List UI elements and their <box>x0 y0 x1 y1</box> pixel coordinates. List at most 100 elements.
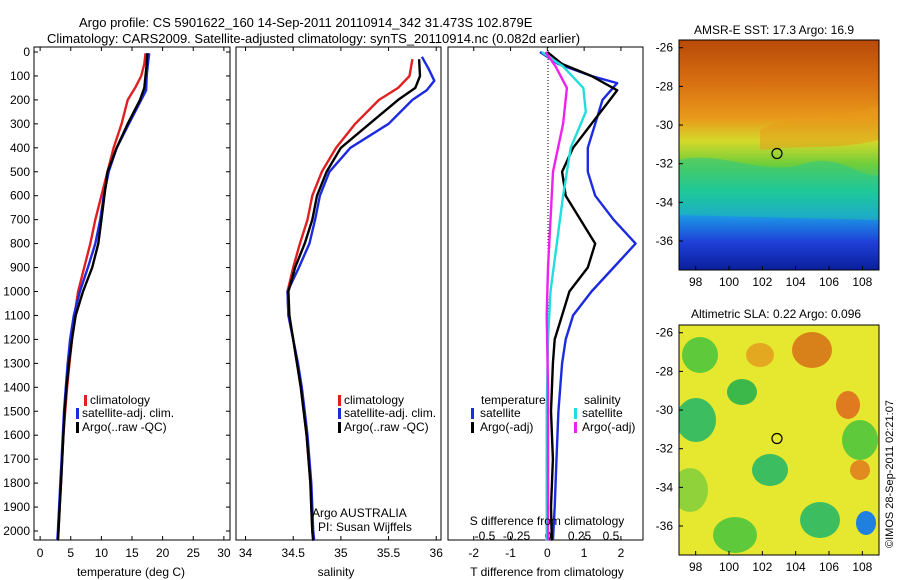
eddy-low <box>836 391 860 419</box>
difference-xlabel: T difference from climatology <box>470 565 624 579</box>
legend-swatch-satellite <box>338 408 341 419</box>
eddy-strong-high <box>856 511 876 535</box>
depth-tick-label: 200 <box>10 93 30 107</box>
lon-tick-label: 108 <box>852 560 872 574</box>
depth-tick-label: 0 <box>23 45 30 59</box>
s-diff-tick-label: -0.25 <box>503 529 531 543</box>
x-tick-label: 15 <box>125 546 139 560</box>
legend-swatch-climatology <box>84 395 87 406</box>
lon-tick-label: 102 <box>752 275 772 289</box>
lon-tick-label: 100 <box>719 275 739 289</box>
x-tick-label: 25 <box>187 546 201 560</box>
lat-tick-label: -32 <box>656 157 674 171</box>
depth-tick-label: 2000 <box>3 524 30 538</box>
eddy-high <box>842 420 878 460</box>
series-argo-raw-qc <box>56 53 149 541</box>
legend-swatch-climatology <box>338 395 341 406</box>
lon-tick-label: 98 <box>689 560 703 574</box>
legend-swatch-satellite <box>76 408 79 419</box>
header-line-2: Climatology: CARS2009. Satellite-adjuste… <box>47 31 580 46</box>
lon-tick-label: 98 <box>689 275 703 289</box>
salinity-legend: climatology satellite-adj. clim. Argo(..… <box>338 393 436 434</box>
lat-tick-label: -26 <box>656 326 674 340</box>
imos-credit: ©IMOS 28-Sep-2011 02:21:07 <box>884 400 896 548</box>
x-tick-label: 34.5 <box>282 546 306 560</box>
depth-tick-label: 1800 <box>3 476 30 490</box>
legend-satellite: satellite-adj. clim. <box>82 406 174 420</box>
depth-tick-label: 500 <box>10 165 30 179</box>
x-tick-label: 0 <box>544 546 551 560</box>
salinity-axis: 34 34.5 35 35.5 36 <box>239 47 443 560</box>
argo-program: Argo AUSTRALIA <box>312 506 407 520</box>
header-line-1: Argo profile: CS 5901622_160 14-Sep-2011… <box>79 15 533 30</box>
x-tick-label: 35.5 <box>377 546 401 560</box>
sla-map-axes: 98 100 102 104 106 108 -26 -28 -30 -32 -34 -36 <box>656 326 873 574</box>
lat-tick-label: -34 <box>656 480 674 494</box>
lat-tick-label: -30 <box>656 118 674 132</box>
temperature-legend: climatology satellite-adj. clim. Argo(..… <box>76 393 174 434</box>
series-argo-adj <box>544 51 569 541</box>
eddy-high <box>679 468 708 512</box>
eddy-high <box>727 379 757 405</box>
lon-tick-label: 106 <box>819 560 839 574</box>
lat-tick-label: -28 <box>656 364 674 378</box>
sst-map-axes: 98 100 102 104 106 108 -26 -28 -30 -32 -34 -36 <box>656 41 873 289</box>
depth-tick-label: 600 <box>10 189 30 203</box>
legend-satellite: satellite-adj. clim. <box>344 406 436 420</box>
difference-legend: temperature salinity satellite Argo(-adj… <box>471 393 635 434</box>
temperature-series <box>56 53 151 541</box>
eddy-high <box>682 337 718 373</box>
x-tick-label: 35 <box>334 546 348 560</box>
legend-swatch-t-argo <box>471 422 474 433</box>
lat-tick-label: -32 <box>656 442 674 456</box>
legend-t-satellite: satellite <box>480 406 521 420</box>
x-tick-label: 0 <box>37 546 44 560</box>
sst-warm-tongue <box>760 105 879 150</box>
depth-tick-label: 1200 <box>3 332 30 346</box>
s-diff-tick-label: -0.5 <box>475 529 496 543</box>
argo-location-marker <box>771 147 783 160</box>
depth-tick-label: 300 <box>10 117 30 131</box>
legend-climatology: climatology <box>344 393 404 407</box>
series-argo-raw-qc <box>287 59 422 541</box>
series-argo-adj <box>546 51 619 541</box>
difference-series <box>539 50 637 541</box>
x-tick-label: 1 <box>581 546 588 560</box>
sla-eddies <box>679 332 878 553</box>
lat-tick-label: -36 <box>656 234 674 248</box>
x-tick-label: 36 <box>430 546 444 560</box>
sst-map-frame <box>678 39 880 271</box>
lon-tick-label: 104 <box>786 560 806 574</box>
argo-location-marker <box>771 432 783 445</box>
legend-swatch-t-satellite <box>471 408 474 419</box>
eddy-high <box>679 398 716 442</box>
legend-swatch-s-argo <box>574 422 577 433</box>
lat-tick-label: -36 <box>656 519 674 533</box>
depth-tick-label: 700 <box>10 213 30 227</box>
depth-tick-label: 1100 <box>4 308 30 322</box>
legend-argo: Argo(..raw -QC) <box>344 420 429 434</box>
legend-swatch-argo <box>76 422 79 433</box>
salinity-series <box>286 56 436 541</box>
eddy-high <box>752 454 788 486</box>
lat-tick-label: -34 <box>656 195 674 209</box>
sst-map-title: AMSR-E SST: 17.3 Argo: 16.9 <box>694 23 854 37</box>
depth-tick-label: 1300 <box>3 356 30 370</box>
sst-field <box>679 40 879 270</box>
eddy-high <box>713 517 757 553</box>
x-tick-label: -1 <box>505 546 516 560</box>
legend-s-satellite: satellite <box>582 406 623 420</box>
salinity-xlabel: salinity <box>318 565 355 579</box>
legend-salinity-heading: salinity <box>584 393 621 407</box>
x-tick-label: 30 <box>217 546 231 560</box>
legend-argo: Argo(..raw -QC) <box>82 420 167 434</box>
salinity-panel: 34 34.5 35 35.5 36 climatology satellite-adj… <box>235 46 443 579</box>
x-tick-label: 5 <box>67 546 74 560</box>
depth-tick-label: 900 <box>10 261 30 275</box>
lat-tick-label: -28 <box>656 79 674 93</box>
sla-map-title: Altimetric SLA: 0.22 Argo: 0.096 <box>691 307 861 321</box>
difference-top-xlabel: S difference from climatology <box>470 514 625 528</box>
depth-tick-label: 400 <box>10 141 30 155</box>
depth-tick-label: 800 <box>10 237 30 251</box>
